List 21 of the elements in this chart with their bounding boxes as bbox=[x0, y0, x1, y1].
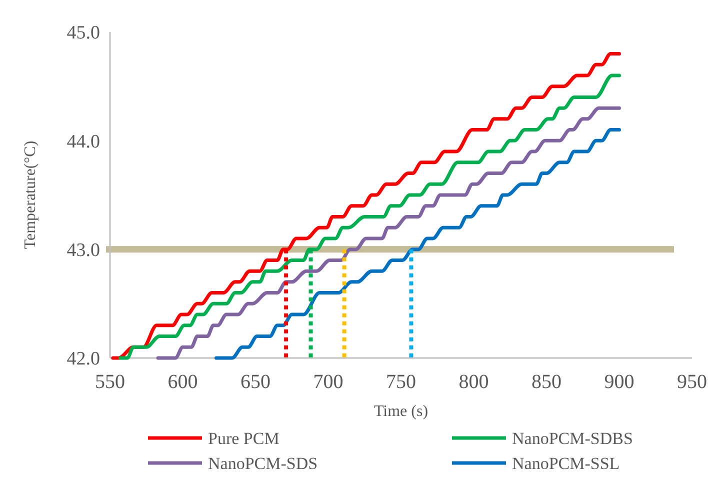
line-series bbox=[214, 128, 621, 360]
legend-label: Pure PCM bbox=[208, 428, 280, 448]
x-axis-title: Time (s) bbox=[374, 403, 428, 420]
x-tick-label: 650 bbox=[240, 371, 270, 393]
x-tick-label: 550 bbox=[95, 371, 125, 393]
legend-label: NanoPCM-SDS bbox=[208, 454, 318, 473]
x-tick-label: 900 bbox=[604, 371, 634, 393]
line-series bbox=[156, 106, 621, 360]
x-tick-label: 800 bbox=[458, 371, 489, 393]
x-tick-label: 950 bbox=[677, 371, 707, 393]
legend-label: NanoPCM-SSL bbox=[512, 454, 620, 473]
x-tick-label: 850 bbox=[532, 371, 562, 393]
y-tick-label: 45.0 bbox=[66, 22, 100, 44]
y-axis-title: Temperature(°C) bbox=[22, 140, 39, 250]
x-tick-label: 700 bbox=[313, 371, 344, 393]
y-tick-label: 42.0 bbox=[66, 348, 100, 370]
legend-label: NanoPCM-SDBS bbox=[512, 428, 633, 448]
x-tick-label: 750 bbox=[386, 371, 416, 393]
x-tick-label: 600 bbox=[168, 371, 198, 393]
y-tick-label: 44.0 bbox=[66, 131, 100, 152]
y-tick-label: 43.0 bbox=[66, 240, 100, 261]
